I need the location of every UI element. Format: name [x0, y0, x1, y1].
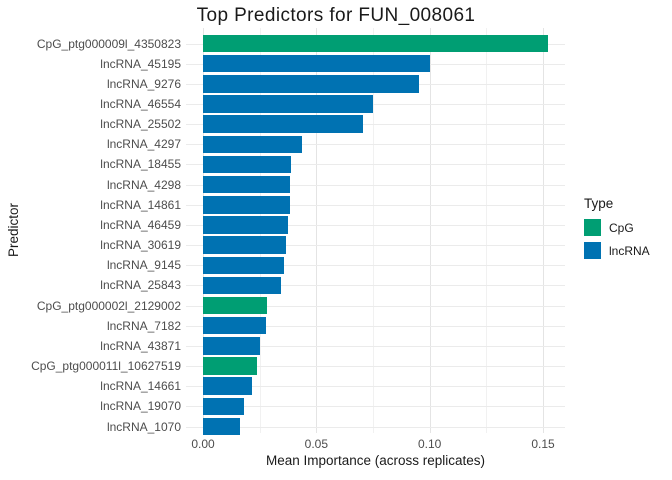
bar-lncrna — [203, 316, 266, 335]
x-axis-title: Mean Importance (across replicates) — [265, 453, 486, 468]
legend-item: CpG — [584, 219, 672, 236]
y-axis-labels: CpG_ptg000009l_4350823 lncRNA_45195 lncRNA… — [0, 0, 181, 480]
plot-panel — [186, 28, 565, 436]
x-axis-tick-label: 0.00 — [191, 437, 215, 451]
y-axis-label: lncRNA_9276 — [106, 76, 181, 91]
y-axis-label: lncRNA_14861 — [100, 197, 181, 212]
y-axis-label: lncRNA_9145 — [106, 258, 181, 273]
h-gridline — [186, 265, 565, 267]
chart-title: Top Predictors for FUN_008061 — [196, 5, 476, 26]
bar-lncrna — [203, 135, 303, 154]
y-axis-label: lncRNA_14661 — [100, 379, 181, 394]
legend-swatch-cpg-icon — [584, 219, 601, 236]
y-axis-label: lncRNA_4297 — [106, 137, 181, 152]
y-axis-label: lncRNA_18455 — [100, 157, 181, 172]
bar-lncrna — [203, 377, 253, 395]
h-gridline — [186, 325, 565, 327]
y-axis-label: lncRNA_25502 — [100, 117, 181, 132]
bar-cpg — [203, 296, 267, 315]
bar-cpg — [203, 34, 548, 53]
bar-lncrna — [203, 115, 364, 133]
v-gridline-major — [543, 28, 544, 433]
y-axis-label: lncRNA_45195 — [100, 56, 181, 71]
h-gridline — [186, 124, 565, 126]
bar-lncrna — [203, 397, 245, 416]
v-gridline-major — [429, 28, 431, 433]
h-gridline — [186, 204, 565, 206]
legend-title: Type — [584, 196, 614, 211]
legend-item-label: lncRNA — [609, 243, 650, 258]
bar-lncrna — [203, 196, 290, 214]
bar-lncrna — [203, 216, 288, 234]
y-axis-label: lncRNA_1070 — [106, 419, 181, 434]
bar-lncrna — [203, 256, 285, 274]
h-gridline — [186, 426, 565, 428]
legend-item-label: CpG — [609, 220, 634, 235]
h-gridline — [186, 184, 565, 186]
y-axis-label: CpG_ptg000011l_10627519 — [31, 359, 181, 374]
bar-lncrna — [203, 417, 240, 436]
bar-lncrna — [203, 175, 291, 194]
y-axis-label: lncRNA_43871 — [100, 338, 181, 353]
v-gridline-minor — [373, 28, 374, 433]
bar-lncrna — [203, 54, 430, 73]
y-axis-label: lncRNA_46554 — [100, 96, 181, 111]
x-axis-tick-label: 0.10 — [417, 437, 442, 451]
y-axis-label: CpG_ptg000002l_2129002 — [36, 298, 181, 313]
x-axis-tick-label: 0.05 — [304, 437, 328, 451]
y-axis-label: lncRNA_19070 — [100, 399, 181, 414]
legend-item: lncRNA — [584, 242, 672, 259]
y-axis-label: lncRNA_25843 — [100, 278, 181, 293]
h-gridline — [186, 366, 565, 368]
h-gridline — [186, 144, 565, 146]
bar-lncrna — [203, 236, 286, 254]
y-axis-label: lncRNA_4298 — [106, 177, 181, 192]
bar-cpg — [203, 357, 257, 375]
h-gridline — [186, 224, 565, 226]
bar-lncrna — [203, 276, 281, 295]
v-gridline-minor — [486, 28, 488, 433]
bar-lncrna — [203, 95, 374, 113]
bar-lncrna — [203, 337, 261, 355]
y-axis-label: lncRNA_30619 — [100, 238, 181, 253]
h-gridline — [186, 345, 565, 347]
bar-lncrna — [203, 155, 292, 174]
bar-lncrna — [203, 75, 420, 93]
y-axis-label: lncRNA_46459 — [100, 217, 181, 232]
h-gridline — [186, 406, 565, 408]
legend-swatch-lncrna-icon — [584, 242, 601, 259]
legend: Type CpG lncRNA — [584, 196, 672, 259]
legend-items: CpG lncRNA — [584, 219, 672, 259]
h-gridline — [186, 245, 565, 247]
h-gridline — [186, 386, 565, 388]
h-gridline — [186, 305, 565, 307]
y-axis-label: lncRNA_7182 — [106, 318, 181, 333]
v-gridline-major — [316, 28, 318, 433]
h-gridline — [186, 103, 565, 105]
y-axis-label: CpG_ptg000009l_4350823 — [36, 36, 181, 51]
h-gridline — [186, 285, 565, 287]
h-gridline — [186, 164, 565, 166]
x-axis-tick-label: 0.15 — [531, 437, 555, 451]
